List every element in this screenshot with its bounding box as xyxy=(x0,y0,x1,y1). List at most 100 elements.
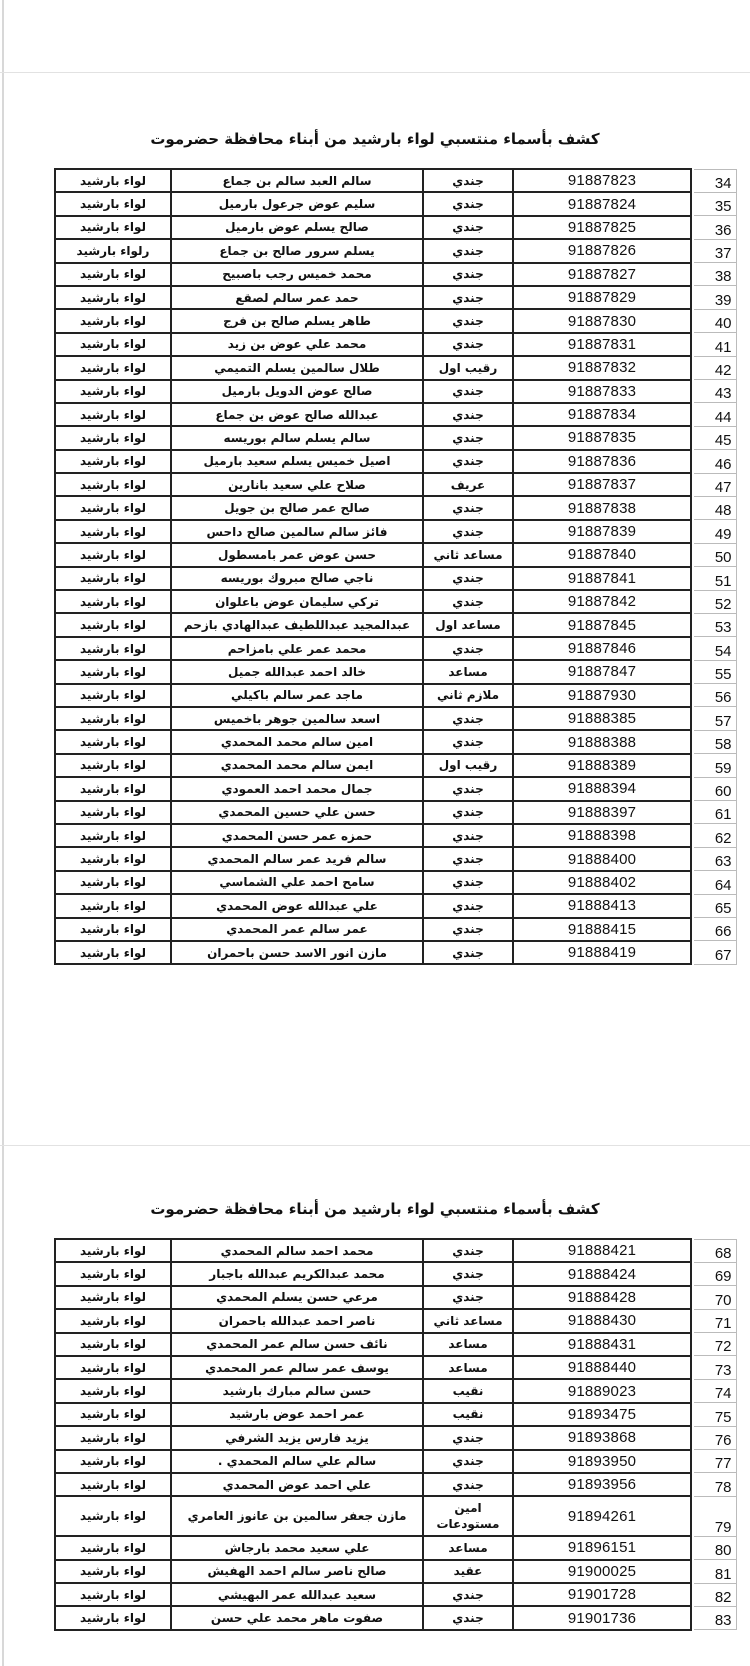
rank-cell: جندي xyxy=(422,939,514,966)
column-gap xyxy=(690,1426,694,1450)
name-cell: حسن عوض عمر بامسطول xyxy=(170,542,424,568)
row-index-cell: 78 xyxy=(694,1472,737,1497)
name-cell: حسن علي حسين المحمدي xyxy=(170,799,424,825)
rank-cell: جندي xyxy=(422,518,514,545)
table-row: لواء بارشيد يزيد فارس يزيد الشرفي جندي 9189… xyxy=(54,1425,737,1451)
column-gap xyxy=(690,1583,694,1607)
unit-cell: لواء بارشيد xyxy=(54,1558,172,1585)
unit-cell: لواء بارشيد xyxy=(54,752,172,779)
military-number-cell: 91888428 xyxy=(512,1284,692,1311)
row-index-cell: 42 xyxy=(694,355,737,381)
table-row: لواء بارشيد اسعد سالمين جوهر باخميس جندي 91… xyxy=(54,705,737,732)
rank-cell: جندي xyxy=(422,495,514,521)
row-index-cell: 74 xyxy=(694,1378,737,1404)
table-row: لواء بارشيد جمال محمد احمد العمودي جندي 918… xyxy=(54,776,737,802)
table-row: لواء بارشيد حسن عوض عمر بامسطول مساعد ثاني… xyxy=(54,542,737,568)
table-row: لواء بارشيد محمد عمر علي بامزاحم جندي 91887… xyxy=(54,635,737,662)
column-gap xyxy=(690,543,694,567)
rank-cell: مساعد ثاني xyxy=(422,542,514,568)
row-index-cell: 48 xyxy=(694,495,737,521)
name-cell: محمد احمد سالم المحمدي xyxy=(170,1237,424,1264)
column-gap xyxy=(690,449,694,474)
table-row: لواء بارشيد حسن سالم مبارك بارشيد نقيب 9188… xyxy=(54,1378,737,1404)
column-gap xyxy=(690,706,694,731)
name-cell: اصيل خميس يسلم سعيد بارميل xyxy=(170,448,424,475)
name-cell: صلاح علي سعيد بانارين xyxy=(170,472,424,498)
military-number-cell: 91887827 xyxy=(512,261,692,287)
unit-cell: لواء بارشيد xyxy=(54,916,172,942)
table-row: لواء بارشيد نائف حسن سالم عمر المحمدي مساع… xyxy=(54,1331,737,1357)
unit-cell: لواء بارشيد xyxy=(54,331,172,358)
unit-cell: لواء بارشيد xyxy=(54,167,172,194)
military-number-cell: 91900025 xyxy=(512,1558,692,1585)
unit-cell: رلواء بارشيد xyxy=(54,238,172,264)
column-gap xyxy=(690,940,694,965)
rank-cell: جندي xyxy=(422,378,514,404)
name-cell: صالح يسلم عوض بارميل xyxy=(170,214,424,241)
table-row: لواء بارشيد صالح عمر صالح بن جويل جندي 9188… xyxy=(54,495,737,521)
name-cell: حسن سالم مبارك بارشيد xyxy=(170,1378,424,1404)
unit-cell: لواء بارشيد xyxy=(54,822,172,849)
military-number-cell: 91888397 xyxy=(512,799,692,825)
column-gap xyxy=(690,613,694,637)
name-cell: سالم العبد سالم بن جماع xyxy=(170,167,424,194)
row-index-cell: 45 xyxy=(694,425,737,451)
unit-cell: لواء بارشيد xyxy=(54,776,172,802)
row-index-cell: 41 xyxy=(694,332,737,357)
rank-cell: جندي xyxy=(422,705,514,732)
rank-cell: مساعد اول xyxy=(422,612,514,638)
page-title: كشف بأسماء منتسبي لواء بارشيد من أبناء م… xyxy=(150,1200,600,1218)
table-row: لواء بارشيد علي سعيد محمد بارجاش مساعد 9189… xyxy=(54,1535,737,1561)
row-index-cell: 49 xyxy=(694,519,737,544)
unit-cell: لواء بارشيد xyxy=(54,1471,172,1498)
column-gap xyxy=(690,1355,694,1380)
column-gap xyxy=(690,496,694,520)
unit-cell: لواء بارشيد xyxy=(54,425,172,451)
military-number-cell: 91887838 xyxy=(512,495,692,521)
military-number-cell: 91888398 xyxy=(512,822,692,849)
column-gap xyxy=(690,402,694,427)
rank-cell: جندي xyxy=(422,1261,514,1287)
name-cell: ناصر احمد عبدالله باحمران xyxy=(170,1308,424,1334)
rank-cell: جندي xyxy=(422,1237,514,1264)
name-cell: مازن جعفر سالمين بن عانوز العامري xyxy=(170,1495,424,1538)
table-row: لواء بارشيد طلال سالمين يسلم التميمي رقيب … xyxy=(54,355,737,381)
rank-cell: مساعد xyxy=(422,1535,514,1561)
name-cell: يزيد فارس يزيد الشرفي xyxy=(170,1425,424,1451)
column-gap xyxy=(690,870,694,895)
table-row: رلواء بارشيد يسلم سرور صالح بن جماع جندي 91… xyxy=(54,238,737,264)
military-number-cell: 91887842 xyxy=(512,589,692,615)
name-cell: امين سالم محمد المحمدي xyxy=(170,729,424,755)
unit-cell: لواء بارشيد xyxy=(54,284,172,311)
military-number-cell: 91901728 xyxy=(512,1582,692,1608)
unit-cell: لواء بارشيد xyxy=(54,1237,172,1264)
table-row: لواء بارشيد محمد علي عوض بن زيد جندي 918878… xyxy=(54,331,737,358)
military-number-cell: 91888419 xyxy=(512,939,692,966)
unit-cell: لواء بارشيد xyxy=(54,214,172,241)
military-number-cell: 91888388 xyxy=(512,729,692,755)
name-cell: يسلم سرور صالح بن جماع xyxy=(170,238,424,264)
table-row: لواء بارشيد حمد عمر سالم لصقع جندي 91887829… xyxy=(54,284,737,311)
table-row: لواء بارشيد صالح يسلم عوض بارميل جندي 91887… xyxy=(54,214,737,241)
unit-cell: لواء بارشيد xyxy=(54,308,172,334)
military-number-cell: 91888424 xyxy=(512,1261,692,1287)
table-row: لواء بارشيد طاهر يسلم صالح بن فرج جندي 9188… xyxy=(54,308,737,334)
rank-cell: جندي xyxy=(422,565,514,592)
table-row: لواء بارشيد سالم علي سالم المحمدي . جندي 91… xyxy=(54,1448,737,1474)
name-cell: ماجد عمر سالم باكيلي xyxy=(170,682,424,709)
name-cell: محمد عمر علي بامزاحم xyxy=(170,635,424,662)
row-index-cell: 70 xyxy=(694,1285,737,1310)
row-index-cell: 39 xyxy=(694,285,737,310)
row-index-cell: 54 xyxy=(694,636,737,661)
table-row: لواء بارشيد تركي سليمان عوض باعلوان جندي 91… xyxy=(54,589,737,615)
column-gap xyxy=(690,1559,694,1584)
table-row: لواء بارشيد صالح عوض الدويل بارميل جندي 918… xyxy=(54,378,737,404)
rank-cell: رقيب اول xyxy=(422,752,514,779)
table-row: لواء بارشيد علي عبدالله عوض المحمدي جندي 91… xyxy=(54,893,737,919)
table-row: لواء بارشيد سليم عوض جرعول بارميل جندي 9188… xyxy=(54,191,737,217)
column-gap xyxy=(690,1496,694,1537)
row-index-cell: 76 xyxy=(694,1425,737,1451)
unit-cell: لواء بارشيد xyxy=(54,846,172,872)
unit-cell: لواء بارشيد xyxy=(54,191,172,217)
page-separator xyxy=(0,1145,750,1146)
